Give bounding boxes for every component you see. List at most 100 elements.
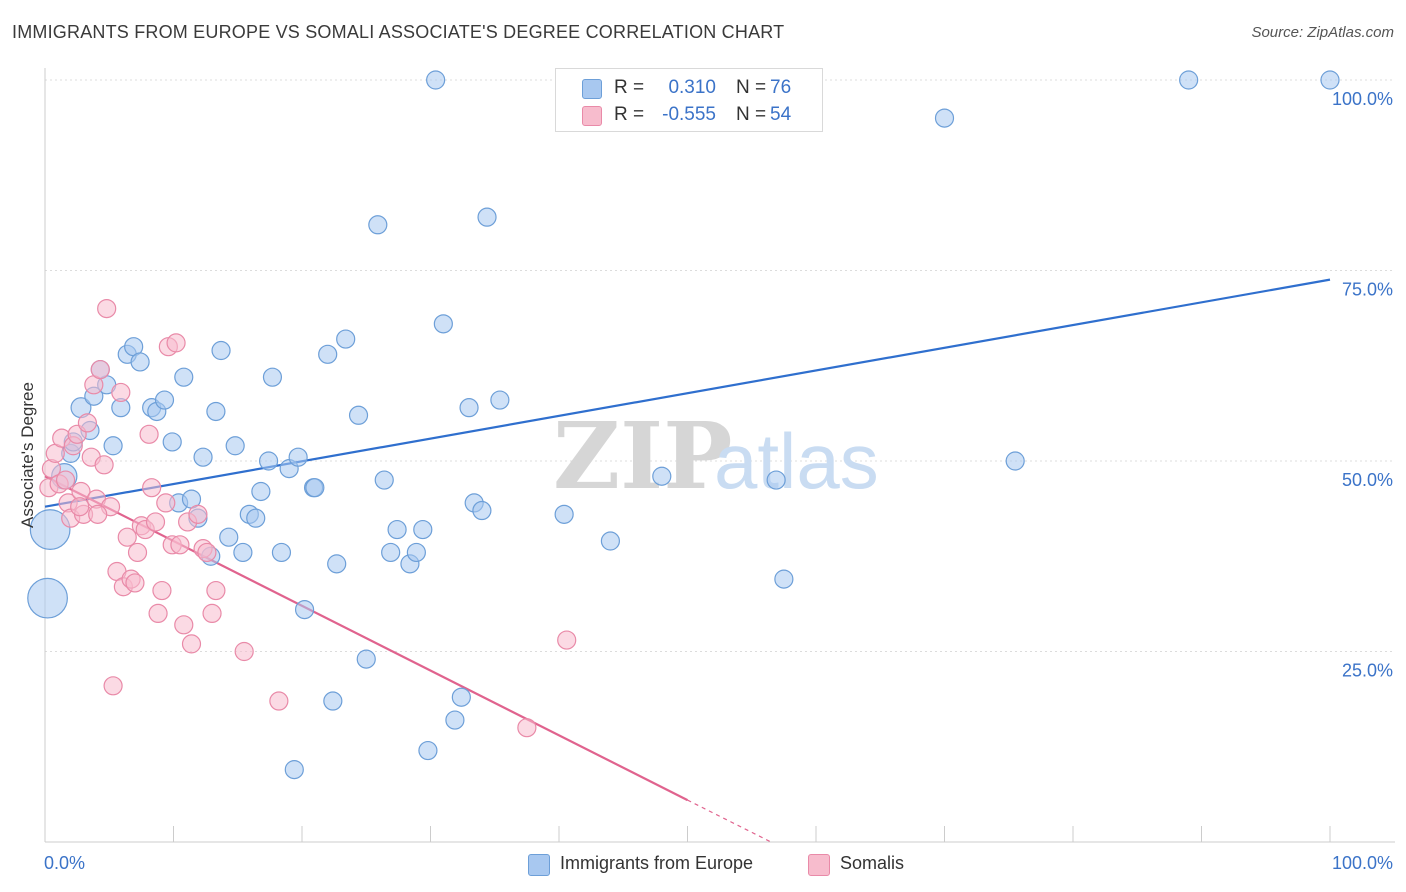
trend-lines	[44, 278, 1331, 843]
point-europe	[1005, 451, 1025, 471]
stats-row-somalis: R = -0.555 N = 54	[556, 102, 822, 128]
point-europe	[433, 314, 453, 334]
point-europe	[206, 401, 226, 422]
series-legend: Immigrants from Europe Somalis	[0, 852, 1406, 878]
point-somalis	[517, 718, 537, 738]
n-value: 54	[770, 104, 792, 125]
watermark-zip: ZIP	[553, 402, 732, 510]
point-somalis	[127, 542, 148, 563]
point-europe	[477, 207, 497, 227]
point-europe	[262, 367, 283, 387]
point-europe	[318, 344, 338, 364]
point-somalis	[181, 634, 202, 654]
trend-line-europe	[44, 278, 1331, 508]
legend-swatch-europe	[528, 854, 550, 876]
point-europe	[406, 542, 426, 563]
point-europe	[193, 447, 213, 467]
point-europe	[381, 542, 401, 563]
legend-swatch-somalis	[808, 854, 830, 876]
point-europe	[766, 470, 786, 490]
point-somalis	[103, 676, 123, 696]
legend-label-europe: Immigrants from Europe	[560, 853, 754, 873]
x-tick-label: 100.0%	[1332, 853, 1393, 873]
point-europe	[459, 398, 479, 418]
y-tick-label: 25.0%	[1342, 661, 1393, 681]
point-europe	[374, 470, 394, 490]
point-somalis	[88, 504, 108, 524]
point-somalis	[125, 573, 145, 593]
point-europe	[323, 691, 343, 711]
stats-legend: R = 0.310 N = 76 R = -0.555 N = 54	[555, 68, 823, 132]
point-europe	[27, 577, 68, 619]
point-somalis	[234, 641, 254, 662]
point-europe	[387, 519, 407, 540]
point-europe	[1320, 70, 1340, 90]
point-somalis	[202, 603, 222, 624]
point-europe	[294, 599, 315, 620]
point-europe	[29, 509, 71, 550]
point-europe	[251, 481, 271, 502]
point-somalis	[142, 478, 162, 498]
point-europe	[284, 760, 304, 780]
point-somalis	[188, 504, 208, 524]
y-tick-label: 75.0%	[1342, 280, 1393, 300]
n-value: 76	[770, 77, 792, 98]
point-europe	[336, 329, 356, 349]
point-europe	[327, 554, 347, 574]
point-europe	[356, 649, 376, 669]
point-europe	[258, 451, 279, 471]
r-label: R =	[614, 77, 645, 98]
legend-swatch-europe	[582, 79, 602, 99]
point-europe	[451, 687, 471, 707]
legend-label-somalis: Somalis	[840, 853, 905, 873]
watermark-atlas: atlas	[714, 417, 879, 505]
point-europe	[271, 542, 292, 563]
source-credit: Source: ZipAtlas.com	[1251, 24, 1394, 41]
point-somalis	[94, 455, 114, 475]
point-somalis	[111, 382, 131, 403]
point-somalis	[77, 413, 98, 433]
point-somalis	[197, 542, 217, 563]
point-europe	[103, 436, 123, 456]
point-europe	[225, 436, 245, 456]
point-somalis	[148, 603, 168, 624]
point-somalis	[166, 333, 186, 353]
point-europe	[774, 569, 794, 589]
point-europe	[219, 527, 239, 547]
r-label: R =	[614, 104, 645, 125]
n-label: N =	[736, 77, 767, 98]
grid-lines	[45, 79, 1395, 652]
point-europe	[162, 432, 182, 452]
point-somalis	[90, 359, 110, 380]
y-tick-label: 50.0%	[1342, 470, 1393, 490]
point-europe	[348, 405, 369, 425]
point-somalis	[70, 497, 90, 517]
point-somalis	[170, 535, 190, 555]
legend-swatch-somalis	[582, 106, 602, 126]
point-europe	[368, 215, 388, 235]
point-europe	[426, 70, 446, 90]
point-somalis	[97, 299, 117, 319]
point-europe	[305, 478, 325, 498]
point-europe	[288, 447, 308, 467]
chart-title: IMMIGRANTS FROM EUROPE VS SOMALI ASSOCIA…	[12, 22, 785, 42]
point-europe	[154, 390, 175, 410]
x-tick-label: 0.0%	[44, 853, 85, 873]
point-somalis	[557, 630, 577, 650]
point-europe	[413, 519, 433, 540]
point-europe	[418, 740, 438, 761]
point-europe	[600, 531, 621, 551]
point-somalis	[55, 470, 76, 490]
axes	[44, 68, 1395, 843]
trend-line-somalis-extension	[687, 799, 772, 843]
data-points	[27, 70, 1340, 780]
point-somalis	[152, 580, 172, 601]
point-somalis	[139, 424, 159, 444]
r-value: -0.555	[662, 104, 716, 125]
n-label: N =	[736, 104, 767, 125]
stats-row-europe: R = 0.310 N = 76	[556, 75, 822, 101]
point-europe	[472, 500, 492, 521]
point-somalis	[156, 493, 176, 513]
point-europe	[211, 340, 231, 361]
